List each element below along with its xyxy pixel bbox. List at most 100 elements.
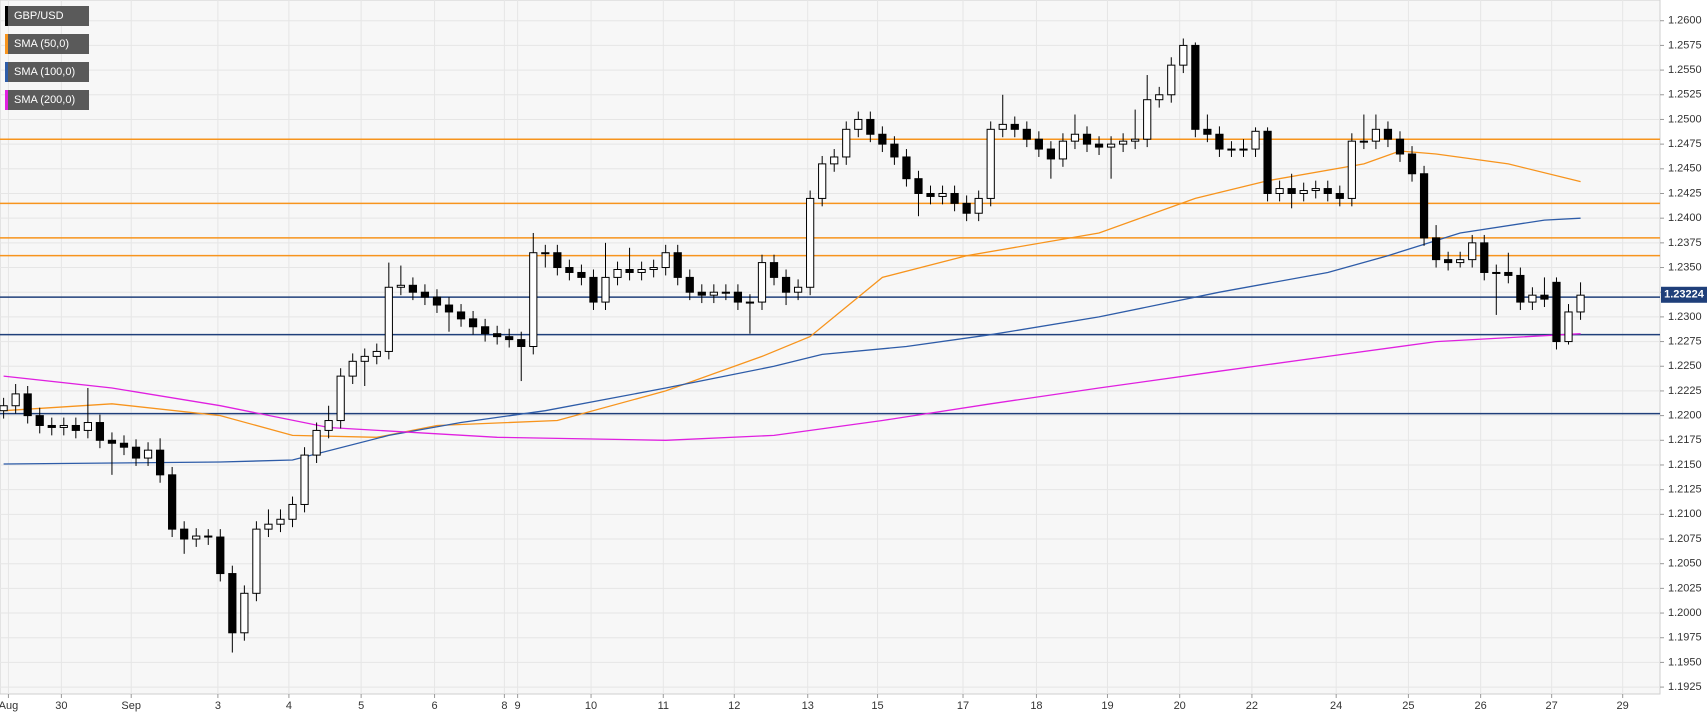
candle-body	[23, 393, 32, 417]
candle-body	[276, 518, 285, 525]
candle-body	[1444, 259, 1453, 264]
candle-body	[673, 252, 682, 278]
x-tick-label: 19	[1101, 700, 1113, 712]
candle-body	[637, 269, 646, 273]
candle-body	[1492, 271, 1501, 274]
candle-body	[11, 393, 20, 407]
candle-body	[1419, 173, 1429, 239]
candle-body	[216, 536, 225, 575]
candle-body	[348, 360, 357, 377]
candle-body	[854, 118, 863, 130]
candle-body	[131, 446, 141, 459]
legend-box	[5, 34, 89, 54]
y-tick-label: 1.2400	[1668, 212, 1702, 224]
candle-body	[1516, 274, 1525, 303]
candle-body	[505, 336, 514, 341]
candle-body	[95, 422, 105, 441]
x-tick-label: 30	[55, 700, 67, 712]
candle-body	[1395, 138, 1405, 155]
candle-body	[1119, 140, 1128, 145]
candle-body	[1359, 140, 1368, 143]
candle-body	[541, 252, 550, 255]
x-tick-label: 9	[515, 700, 521, 712]
candle-body	[1347, 140, 1356, 199]
candle-body	[926, 192, 935, 197]
x-tick-label: 6	[431, 700, 437, 712]
candle-body	[83, 422, 92, 431]
candle-body	[408, 284, 418, 293]
x-tick-label: 4	[286, 700, 292, 712]
candle-body	[300, 454, 309, 505]
y-tick-label: 1.2550	[1668, 64, 1702, 76]
x-tick-label: 25	[1402, 700, 1414, 712]
candle-body	[1227, 148, 1236, 151]
candle-body	[830, 156, 839, 165]
candle-body	[517, 339, 526, 348]
candle-body	[1239, 148, 1248, 151]
candle-body	[47, 424, 56, 428]
y-tick-label: 1.2475	[1668, 138, 1702, 150]
legend-item: SMA (200,0)	[5, 90, 89, 110]
candle-body	[493, 333, 502, 338]
legend-item: SMA (50,0)	[5, 34, 89, 54]
legend-label: GBP/USD	[14, 10, 64, 22]
candle-body	[432, 296, 442, 306]
candle-body	[1480, 242, 1489, 273]
candle-body	[842, 128, 851, 158]
x-tick-label: 22	[1246, 700, 1258, 712]
candle-body	[1251, 130, 1260, 150]
y-tick-label: 1.2375	[1668, 237, 1702, 249]
candle-body	[1034, 138, 1043, 150]
y-tick-label: 1.2525	[1668, 89, 1702, 101]
candle-body	[950, 192, 959, 204]
x-tick-label: 24	[1330, 700, 1342, 712]
y-tick-label: 1.2300	[1668, 311, 1702, 323]
x-tick-label: 3	[215, 700, 221, 712]
candle-body	[998, 123, 1007, 130]
y-tick-label: 1.2000	[1668, 607, 1702, 619]
candle-body	[649, 267, 658, 271]
y-tick-label: 1.2250	[1668, 360, 1702, 372]
legend-box	[5, 90, 89, 110]
y-tick-label: 1.2450	[1668, 163, 1702, 175]
candle-body	[1058, 140, 1068, 160]
candle-body	[71, 424, 80, 431]
candle-body	[1275, 188, 1284, 194]
y-tick-label: 1.2575	[1668, 39, 1702, 51]
candle-body	[35, 415, 44, 426]
legend-swatch	[5, 62, 8, 82]
candle-body	[601, 276, 610, 303]
candle-body	[757, 262, 767, 303]
candle-body	[180, 528, 189, 540]
x-tick-label: 11	[658, 700, 669, 712]
candle-body	[781, 276, 791, 293]
candle-body	[336, 375, 345, 422]
candle-body	[1431, 237, 1441, 261]
candle-body	[721, 291, 730, 294]
candle-body	[1215, 133, 1224, 150]
candle-body	[1082, 133, 1092, 145]
plot-area	[0, 0, 1661, 695]
candle-body	[974, 197, 983, 214]
price-tag	[1661, 286, 1707, 303]
candle-body	[456, 311, 466, 320]
x-tick-label: 13	[802, 700, 814, 712]
candle-body	[553, 252, 562, 269]
candle-body	[902, 156, 911, 180]
x-tick-label: 12	[728, 700, 740, 712]
y-tick-label: 1.2050	[1668, 558, 1702, 570]
legend-item: GBP/USD	[5, 6, 89, 26]
candle-body	[312, 429, 321, 456]
candle-body	[0, 405, 8, 412]
x-tick-label: 18	[1030, 700, 1042, 712]
candle-body	[577, 271, 586, 278]
candle-body	[914, 178, 923, 194]
candle-body	[264, 523, 273, 530]
candle-body	[938, 192, 947, 197]
candle-body	[709, 291, 718, 296]
candle-body	[107, 439, 117, 444]
candle-body	[1468, 242, 1477, 261]
candle-body	[1106, 143, 1116, 148]
candle-body	[1143, 99, 1152, 140]
